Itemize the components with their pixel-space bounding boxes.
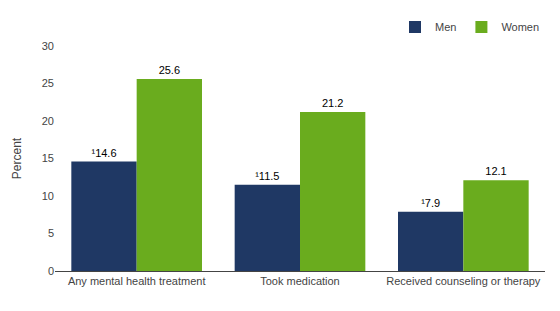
- svg-text:Percent: Percent: [10, 137, 24, 179]
- svg-text:5: 5: [48, 227, 54, 239]
- svg-text:Men: Men: [435, 21, 456, 33]
- svg-text:Took medication: Took medication: [260, 275, 340, 287]
- svg-text:Any mental health treatment: Any mental health treatment: [68, 275, 206, 287]
- svg-text:20: 20: [42, 115, 54, 127]
- svg-text:Received counseling or therapy: Received counseling or therapy: [386, 275, 541, 287]
- svg-text:12.1: 12.1: [485, 165, 506, 177]
- svg-text:25: 25: [42, 77, 54, 89]
- svg-text:25.6: 25.6: [159, 64, 180, 76]
- svg-text:0: 0: [48, 265, 54, 277]
- svg-text:¹14.6: ¹14.6: [91, 147, 116, 159]
- svg-text:15: 15: [42, 152, 54, 164]
- svg-text:¹7.9: ¹7.9: [421, 197, 440, 209]
- svg-text:21.2: 21.2: [322, 97, 343, 109]
- svg-text:¹11.5: ¹11.5: [255, 170, 279, 182]
- svg-text:10: 10: [42, 190, 54, 202]
- svg-text:Women: Women: [501, 21, 539, 33]
- svg-text:30: 30: [42, 40, 54, 52]
